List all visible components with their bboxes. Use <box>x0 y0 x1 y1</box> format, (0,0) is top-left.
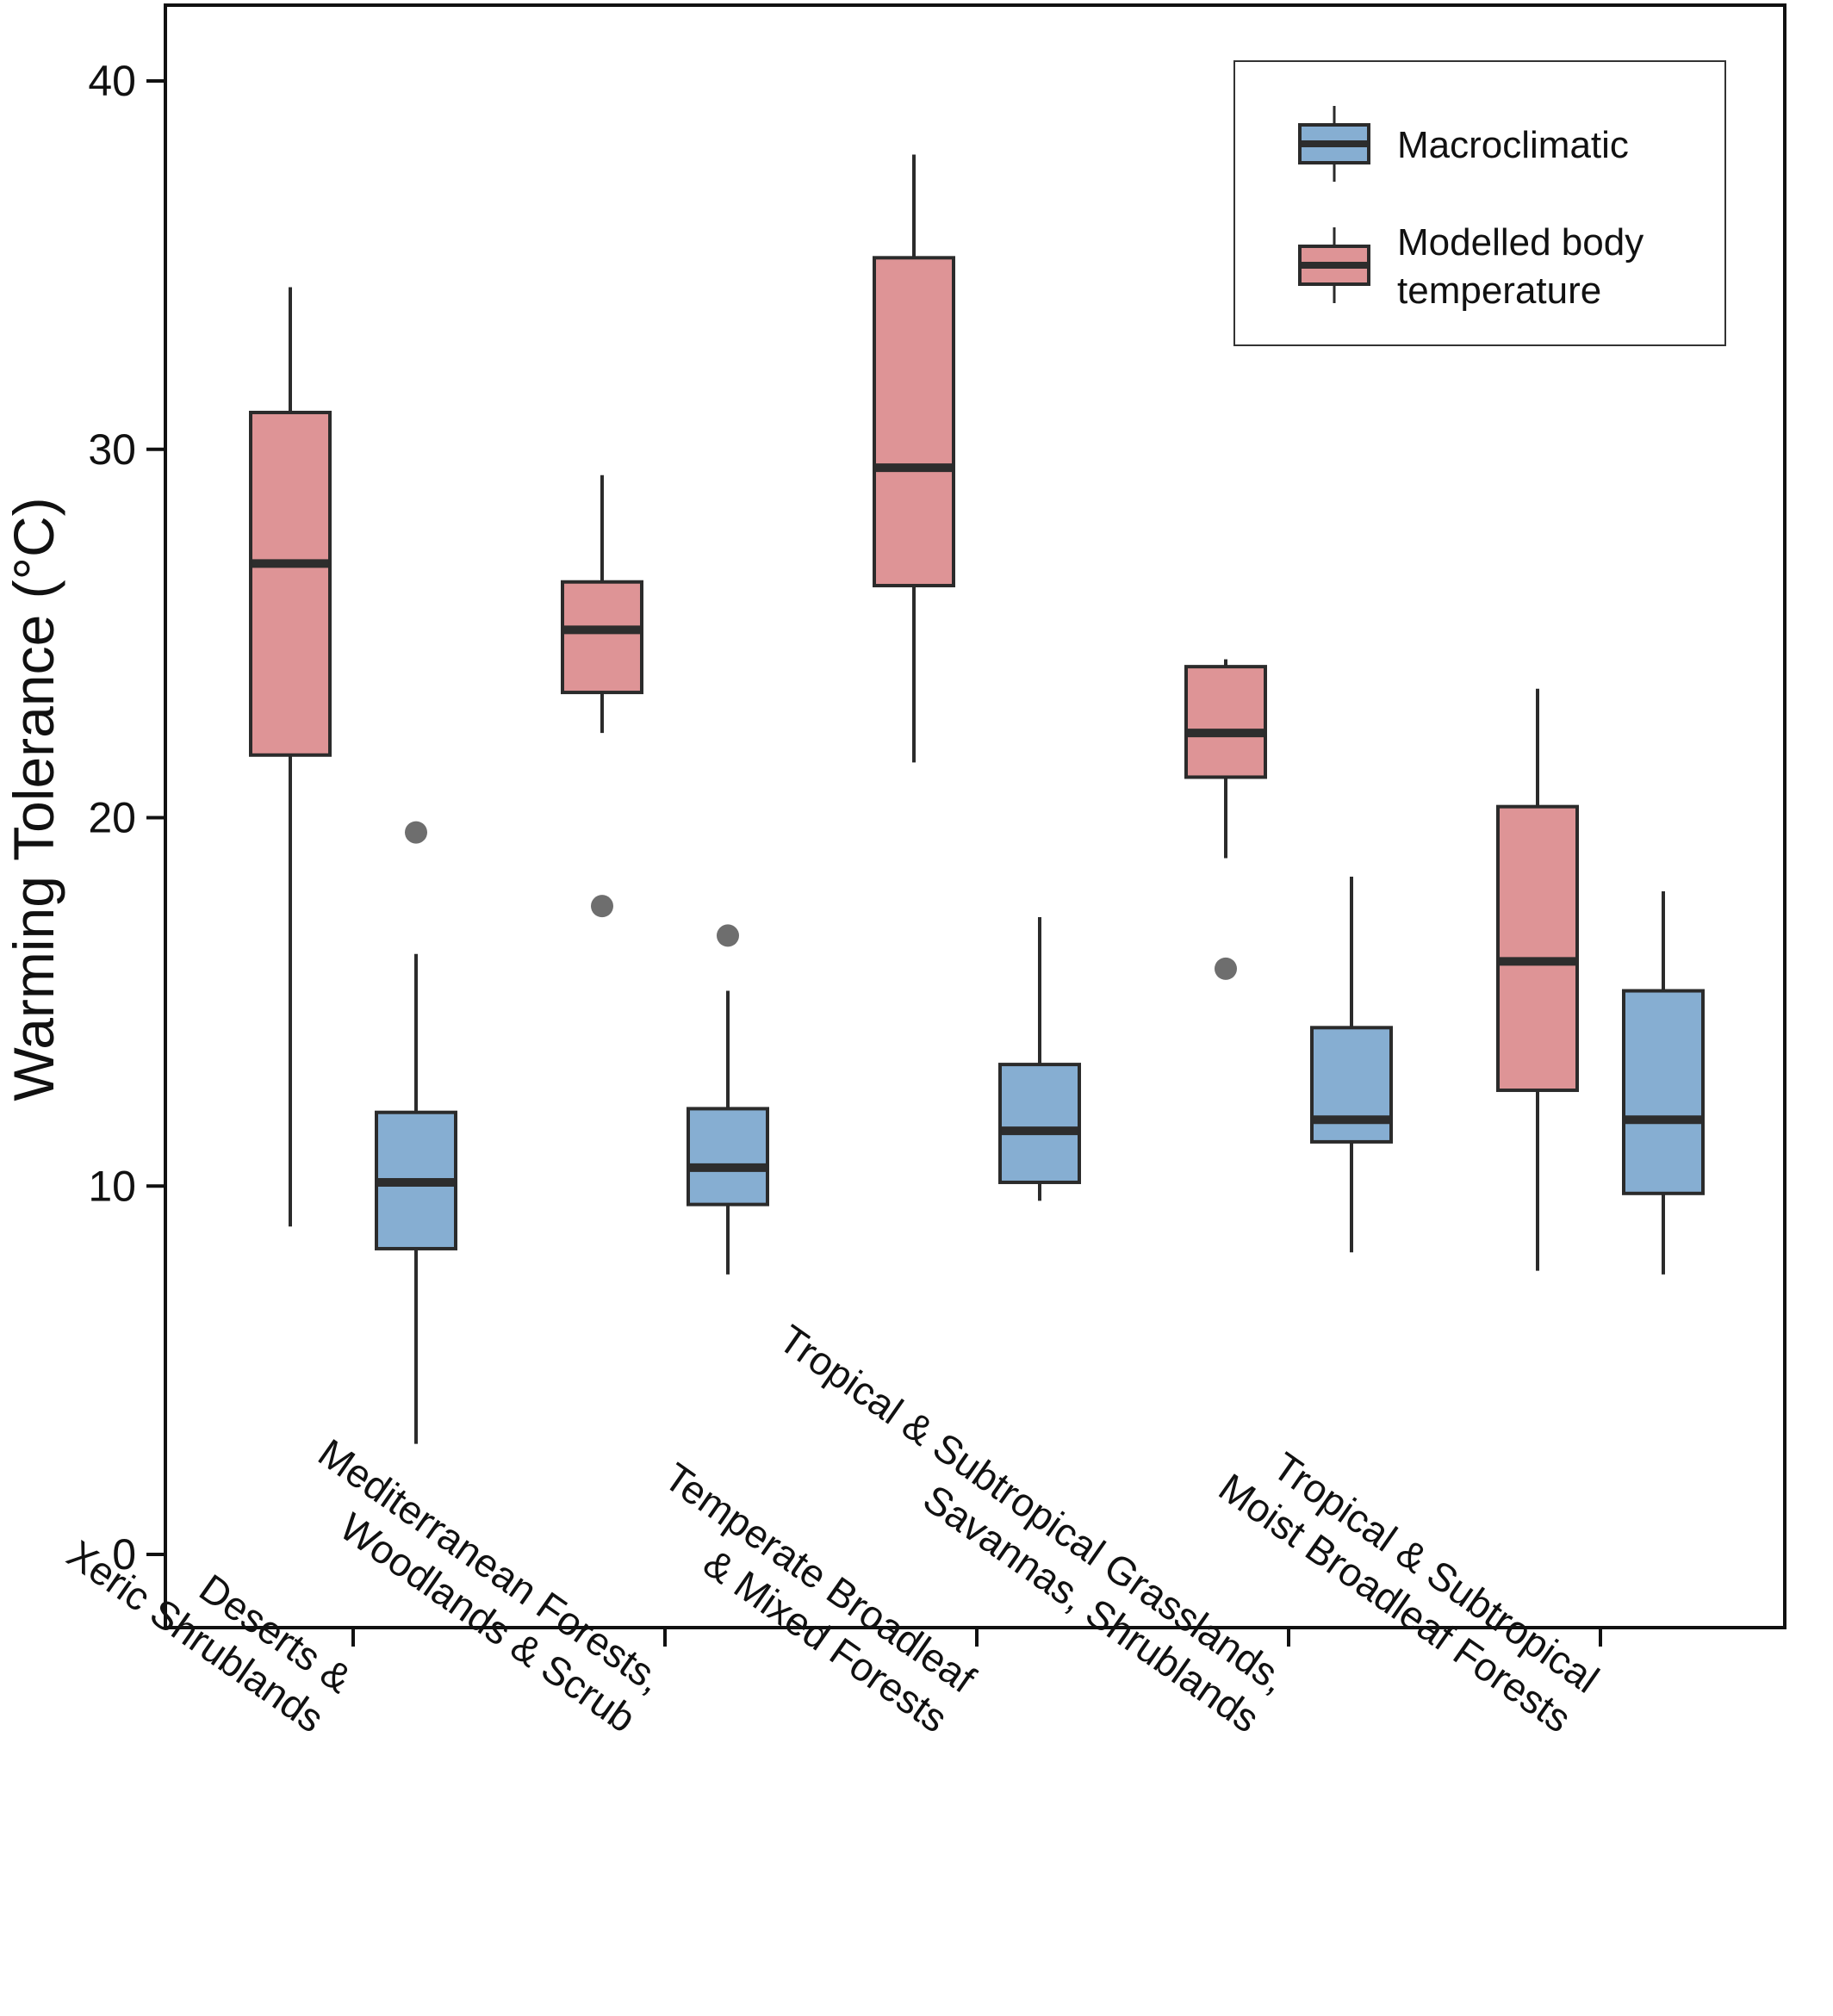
legend-label: Modelled body <box>1397 221 1643 264</box>
box-modelled <box>561 475 643 918</box>
box-iqr <box>249 410 332 757</box>
box-modelled <box>249 287 332 1227</box>
box-iqr <box>1622 989 1705 1195</box>
x-category-label: Mediterranean Forests,Woodlands & Scrub <box>310 1430 671 1741</box>
box-iqr <box>1310 1026 1393 1144</box>
x-category-label-line: Mediterranean Forests, <box>310 1430 671 1702</box>
outlier-point <box>591 895 613 918</box>
box-macroclimatic <box>687 924 769 1275</box>
box-modelled <box>1496 688 1579 1271</box>
box-iqr <box>687 1107 769 1206</box>
y-tick-label: 30 <box>88 425 136 474</box>
box-modelled <box>873 154 955 763</box>
legend-label: temperature <box>1397 270 1601 312</box>
legend-entry: Modelled body temperature <box>1298 221 1643 312</box>
box-macroclimatic <box>998 916 1081 1201</box>
outlier-point <box>717 924 739 947</box>
box-modelled <box>1184 659 1267 980</box>
legend: Macroclimatic Modelled body temperature <box>1233 60 1726 346</box>
y-tick-label: 40 <box>88 57 136 105</box>
outlier-point <box>405 821 427 844</box>
box-macroclimatic <box>375 821 457 1444</box>
box-iqr <box>561 580 643 695</box>
outlier-point <box>1215 957 1237 980</box>
y-tick-label: 0 <box>112 1530 136 1579</box>
plot-area <box>249 154 1705 1444</box>
legend-box <box>1233 60 1726 346</box>
x-category-label: Deserts &Xeric Shrublands <box>59 1531 360 1741</box>
y-axis-label: Warming Tolerance (°C) <box>2 497 65 1101</box>
y-tick-label: 10 <box>88 1162 136 1210</box>
x-category-label-line: Moist Broadleaf Forests <box>1211 1465 1580 1741</box>
box-iqr <box>873 256 955 588</box>
box-macroclimatic <box>1310 876 1393 1253</box>
box-iqr <box>1496 804 1579 1093</box>
legend-label: Macroclimatic <box>1397 124 1629 166</box>
box-iqr <box>998 1063 1081 1184</box>
y-tick-label: 20 <box>88 794 136 842</box>
x-category-label: Tropical & Subtropical Grasslands,Savann… <box>771 1316 1296 1741</box>
legend-entry: Macroclimatic <box>1298 106 1629 182</box>
box-macroclimatic <box>1622 891 1705 1275</box>
box-iqr <box>1184 665 1267 779</box>
